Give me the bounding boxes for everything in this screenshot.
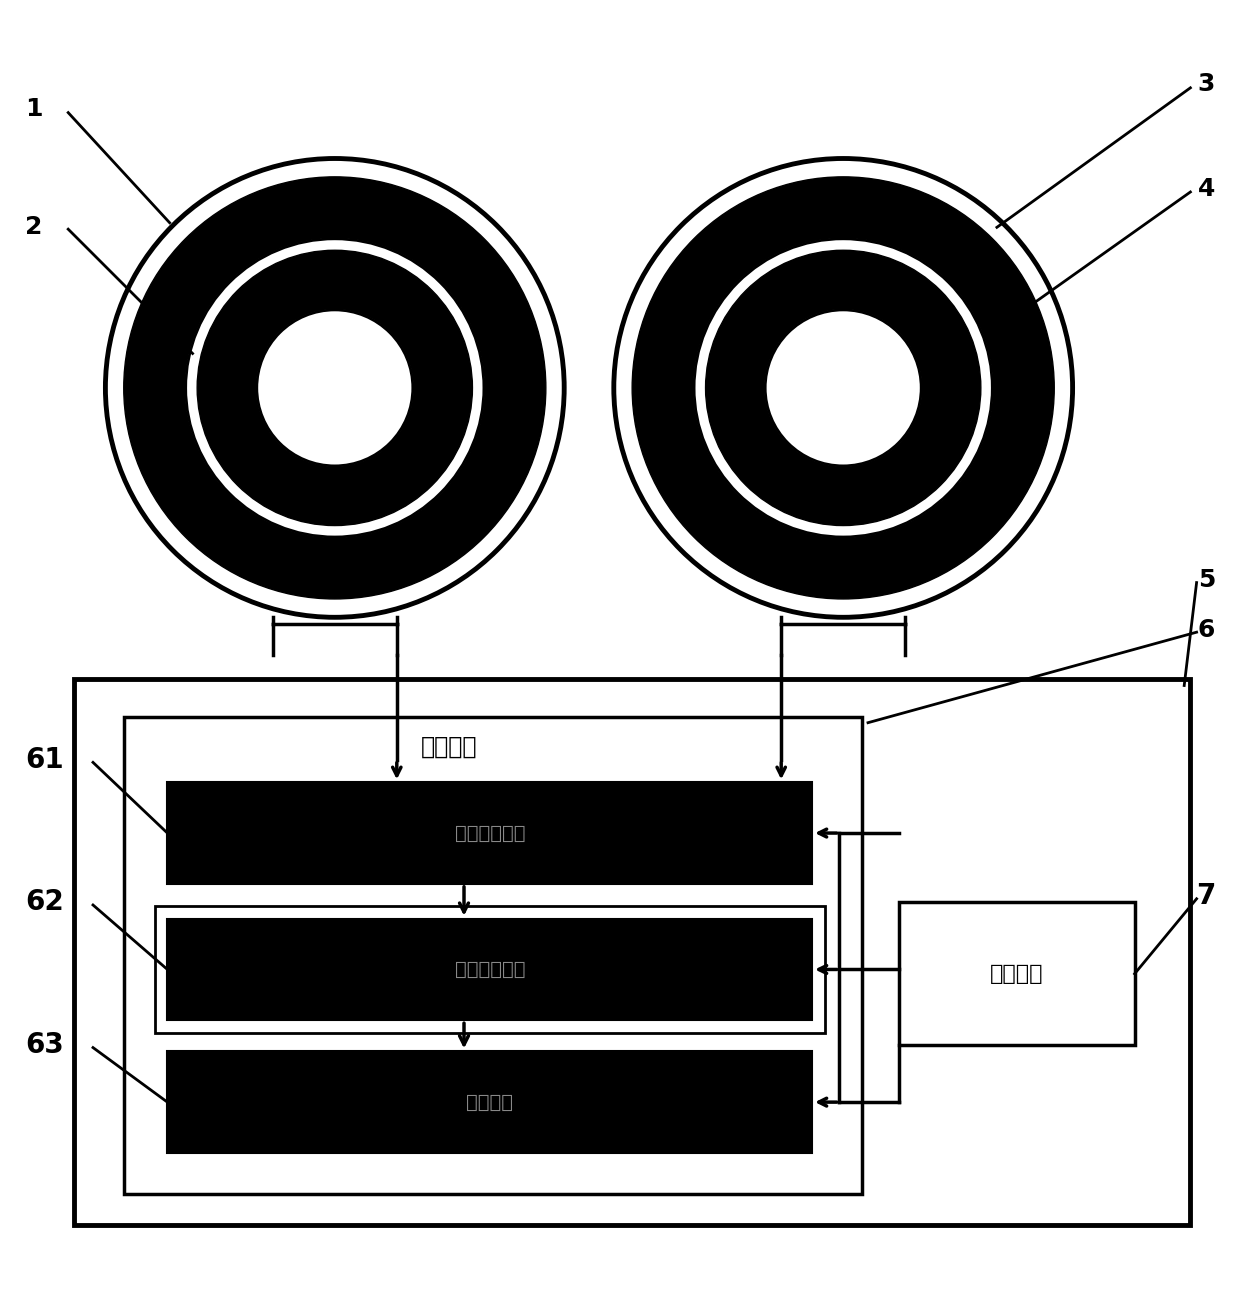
Text: 6: 6 — [1198, 618, 1215, 641]
Text: 63: 63 — [25, 1031, 63, 1059]
Ellipse shape — [614, 158, 1073, 618]
Text: 4: 4 — [1198, 178, 1215, 202]
Bar — [124, 716, 862, 1194]
Text: 2: 2 — [25, 215, 42, 238]
Text: 62: 62 — [25, 889, 63, 916]
Bar — [74, 679, 1190, 1225]
Text: 数据采集模块: 数据采集模块 — [455, 823, 525, 843]
Bar — [155, 906, 825, 1033]
Ellipse shape — [197, 250, 472, 525]
Text: 61: 61 — [25, 746, 63, 774]
Text: 数据处理模块: 数据处理模块 — [455, 959, 525, 979]
Bar — [167, 919, 812, 1020]
Ellipse shape — [257, 310, 413, 466]
Text: 5: 5 — [1198, 568, 1215, 592]
Bar — [167, 1051, 812, 1153]
Ellipse shape — [124, 177, 546, 600]
Ellipse shape — [694, 238, 992, 537]
Bar — [899, 902, 1135, 1045]
Text: 直流电源: 直流电源 — [990, 963, 1044, 984]
Ellipse shape — [632, 177, 1054, 600]
Text: 1: 1 — [25, 97, 42, 120]
Text: 通讯模块: 通讯模块 — [466, 1093, 513, 1111]
Text: 3: 3 — [1198, 72, 1215, 96]
Ellipse shape — [765, 310, 921, 466]
Text: 7: 7 — [1195, 882, 1215, 910]
Text: 远端模块: 远端模块 — [420, 736, 477, 759]
Ellipse shape — [186, 238, 484, 537]
Ellipse shape — [105, 158, 564, 618]
Ellipse shape — [706, 250, 981, 525]
Bar — [167, 783, 812, 884]
